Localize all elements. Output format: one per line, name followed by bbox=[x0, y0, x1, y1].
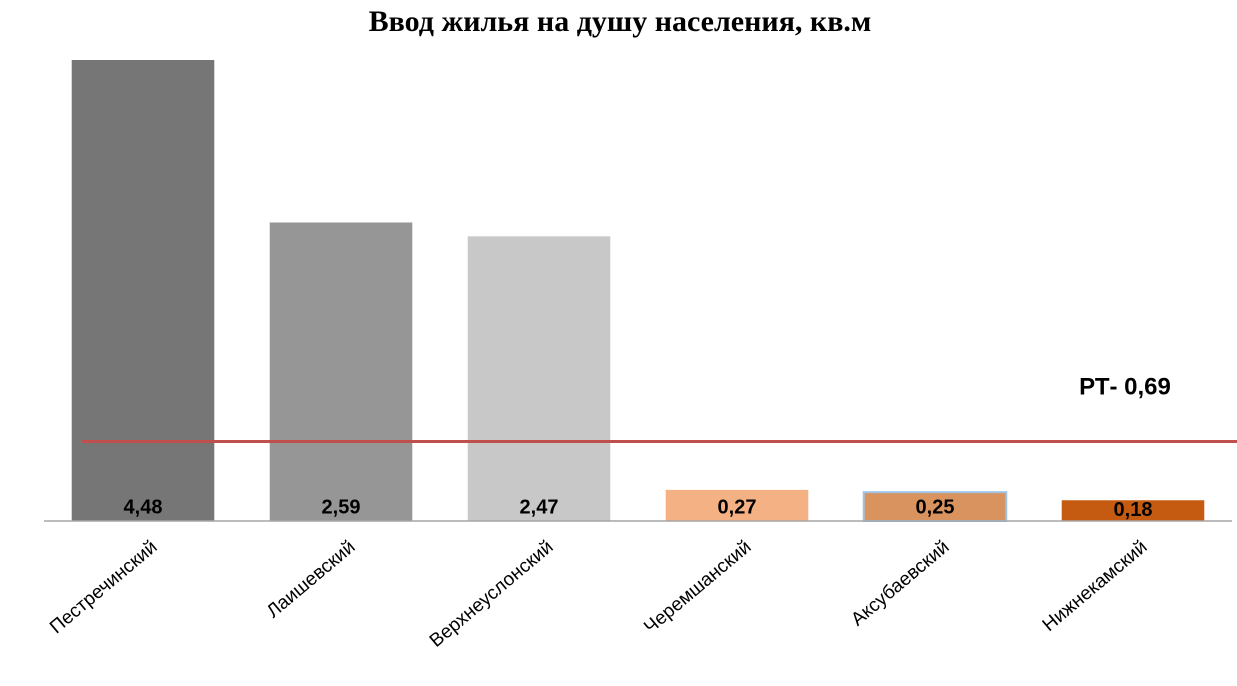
bar bbox=[467, 236, 611, 521]
bar bbox=[1061, 500, 1205, 521]
x-tick-label: Пестречинский bbox=[46, 537, 161, 639]
x-tick-label: Черемшанский bbox=[640, 537, 755, 638]
bar bbox=[862, 491, 1008, 522]
bar bbox=[269, 222, 413, 521]
bar bbox=[665, 489, 809, 521]
chart-title: Ввод жилья на душу населения, кв.м bbox=[369, 5, 872, 38]
value-label: 2,47 bbox=[520, 496, 559, 518]
value-label: 2,59 bbox=[322, 496, 361, 518]
plot-area bbox=[71, 60, 1205, 522]
value-label: 0,18 bbox=[1114, 499, 1153, 521]
x-tick-label: Нижнекамский bbox=[1039, 537, 1152, 636]
x-tick-label: Верхнеуслонский bbox=[426, 537, 558, 652]
bar bbox=[71, 60, 215, 522]
reference-label: РТ- 0,69 bbox=[1079, 373, 1171, 400]
value-label: 4,48 bbox=[124, 496, 163, 518]
value-label: 0,27 bbox=[718, 496, 757, 518]
value-label: 0,25 bbox=[916, 496, 955, 518]
x-tick-label: Аксубаевский bbox=[847, 537, 953, 631]
x-tick-label: Лаишевский bbox=[263, 537, 360, 623]
